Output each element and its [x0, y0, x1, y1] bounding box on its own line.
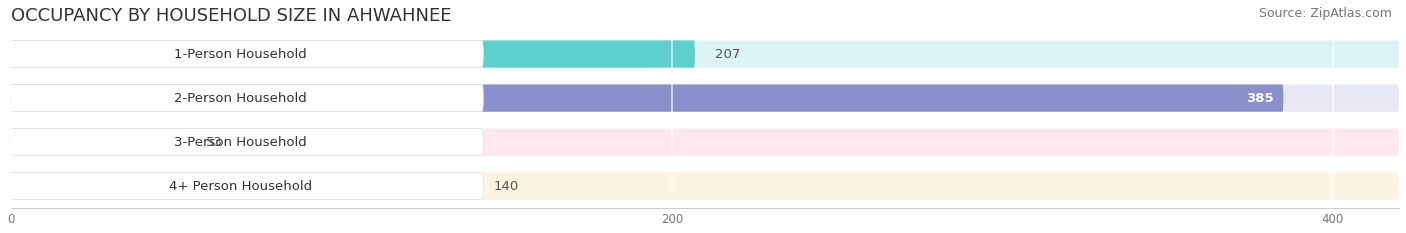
- FancyBboxPatch shape: [11, 172, 474, 200]
- Text: 140: 140: [494, 180, 519, 193]
- FancyBboxPatch shape: [11, 84, 1284, 112]
- FancyBboxPatch shape: [11, 40, 695, 68]
- FancyBboxPatch shape: [4, 172, 484, 200]
- FancyBboxPatch shape: [4, 84, 484, 112]
- FancyBboxPatch shape: [11, 128, 1399, 156]
- FancyBboxPatch shape: [4, 40, 484, 68]
- FancyBboxPatch shape: [11, 40, 1399, 68]
- Text: 1-Person Household: 1-Person Household: [174, 48, 307, 61]
- Text: 53: 53: [205, 136, 222, 149]
- Text: Source: ZipAtlas.com: Source: ZipAtlas.com: [1258, 7, 1392, 20]
- Text: 4+ Person Household: 4+ Person Household: [169, 180, 312, 193]
- Text: OCCUPANCY BY HOUSEHOLD SIZE IN AHWAHNEE: OCCUPANCY BY HOUSEHOLD SIZE IN AHWAHNEE: [11, 7, 451, 25]
- FancyBboxPatch shape: [11, 172, 1399, 200]
- Text: 207: 207: [714, 48, 740, 61]
- Text: 2-Person Household: 2-Person Household: [174, 92, 307, 105]
- FancyBboxPatch shape: [4, 128, 484, 156]
- FancyBboxPatch shape: [11, 128, 186, 156]
- Text: 385: 385: [1246, 92, 1274, 105]
- FancyBboxPatch shape: [11, 84, 1399, 112]
- Text: 3-Person Household: 3-Person Household: [174, 136, 307, 149]
